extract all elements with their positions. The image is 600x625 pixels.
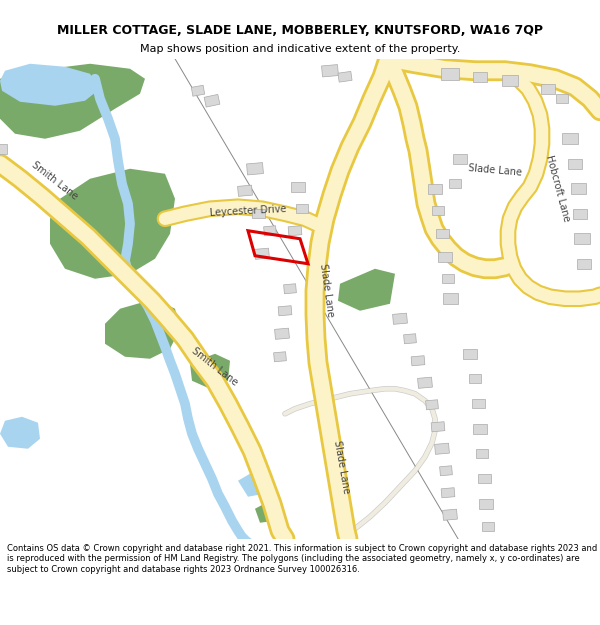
Polygon shape: [443, 509, 457, 521]
Polygon shape: [0, 64, 145, 139]
Polygon shape: [476, 449, 488, 458]
Polygon shape: [442, 274, 454, 283]
Text: Smith Lane: Smith Lane: [190, 346, 240, 388]
Polygon shape: [443, 293, 458, 304]
Polygon shape: [291, 182, 305, 192]
Polygon shape: [190, 354, 230, 389]
Polygon shape: [392, 313, 407, 324]
Text: Slade Lane: Slade Lane: [468, 163, 522, 178]
Polygon shape: [473, 424, 487, 434]
Polygon shape: [434, 443, 449, 454]
Polygon shape: [428, 184, 442, 194]
Polygon shape: [274, 352, 286, 362]
Polygon shape: [204, 94, 220, 107]
Polygon shape: [275, 328, 289, 339]
Polygon shape: [574, 233, 590, 244]
Polygon shape: [238, 471, 268, 497]
Polygon shape: [251, 209, 265, 218]
Text: Hobcroft Lane: Hobcroft Lane: [544, 154, 572, 223]
Text: Leycester Drive: Leycester Drive: [209, 204, 287, 217]
Polygon shape: [441, 488, 455, 498]
Polygon shape: [479, 499, 493, 509]
Polygon shape: [502, 75, 518, 86]
Polygon shape: [577, 259, 591, 269]
Polygon shape: [436, 229, 449, 238]
Polygon shape: [431, 422, 445, 432]
Polygon shape: [440, 466, 452, 476]
Polygon shape: [541, 84, 555, 94]
Polygon shape: [568, 159, 582, 169]
Polygon shape: [247, 162, 263, 175]
Polygon shape: [322, 64, 338, 77]
Text: Slade Lane: Slade Lane: [332, 439, 352, 494]
Polygon shape: [338, 71, 352, 82]
Polygon shape: [449, 179, 461, 188]
Polygon shape: [438, 252, 452, 262]
Polygon shape: [482, 522, 494, 531]
Polygon shape: [562, 133, 578, 144]
Polygon shape: [191, 85, 205, 96]
Polygon shape: [296, 204, 308, 213]
Polygon shape: [338, 269, 395, 311]
Text: MILLER COTTAGE, SLADE LANE, MOBBERLEY, KNUTSFORD, WA16 7QP: MILLER COTTAGE, SLADE LANE, MOBBERLEY, K…: [57, 24, 543, 36]
Polygon shape: [278, 306, 292, 316]
Polygon shape: [105, 299, 180, 359]
Polygon shape: [573, 209, 587, 219]
Polygon shape: [254, 248, 269, 259]
Polygon shape: [425, 400, 439, 410]
Polygon shape: [418, 377, 433, 388]
Polygon shape: [556, 94, 568, 103]
Polygon shape: [469, 374, 481, 383]
Text: Smith Lane: Smith Lane: [30, 160, 80, 202]
Polygon shape: [463, 349, 477, 359]
Polygon shape: [0, 64, 100, 106]
Polygon shape: [441, 68, 459, 80]
Polygon shape: [288, 226, 302, 236]
Polygon shape: [0, 144, 7, 154]
Polygon shape: [473, 72, 487, 82]
Polygon shape: [263, 226, 277, 236]
Polygon shape: [284, 284, 296, 294]
Polygon shape: [571, 183, 586, 194]
Text: Map shows position and indicative extent of the property.: Map shows position and indicative extent…: [140, 44, 460, 54]
Polygon shape: [238, 185, 253, 196]
Polygon shape: [453, 154, 467, 164]
Text: Contains OS data © Crown copyright and database right 2021. This information is : Contains OS data © Crown copyright and d…: [7, 544, 598, 574]
Polygon shape: [50, 169, 175, 279]
Polygon shape: [478, 474, 491, 483]
Text: Slade Lane: Slade Lane: [318, 263, 336, 318]
Polygon shape: [472, 399, 485, 408]
Polygon shape: [255, 501, 280, 522]
Polygon shape: [0, 417, 40, 449]
Polygon shape: [411, 356, 425, 366]
Polygon shape: [432, 206, 444, 215]
Polygon shape: [404, 334, 416, 344]
